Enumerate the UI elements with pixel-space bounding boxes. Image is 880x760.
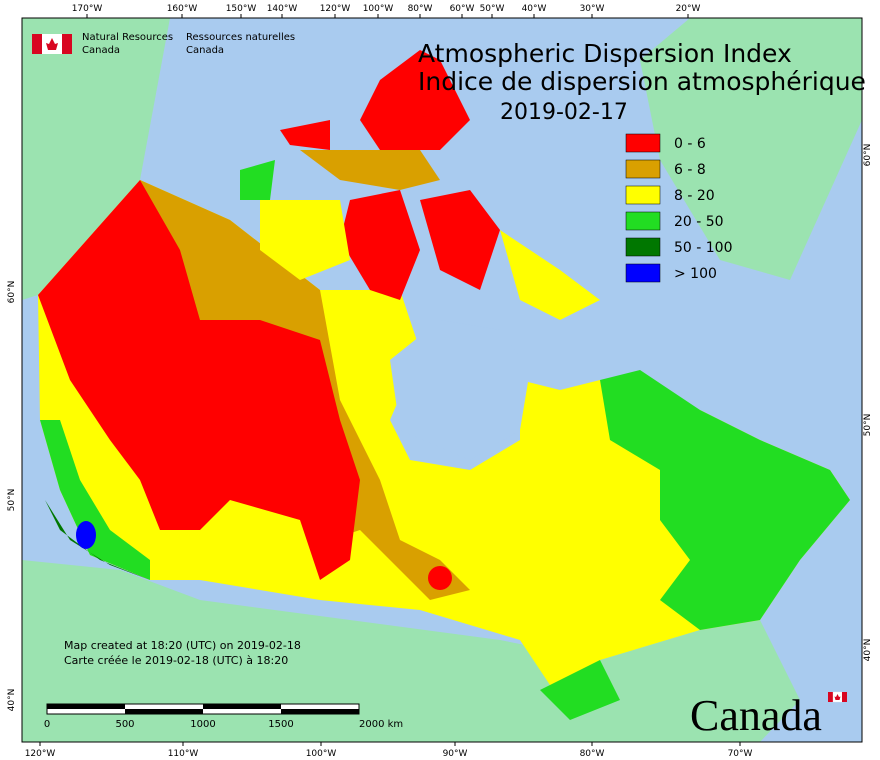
region-over-100 xyxy=(76,521,96,549)
graticule-label: 60°N xyxy=(863,144,873,167)
legend-label: 0 - 6 xyxy=(674,136,706,152)
graticule-label: 40°N xyxy=(863,639,873,662)
graticule-label: 30°W xyxy=(580,4,605,14)
legend-label: 8 - 20 xyxy=(674,188,715,204)
legend-swatch xyxy=(625,133,661,153)
alaska xyxy=(22,18,170,300)
graticule-label: 40°W xyxy=(522,4,547,14)
scale-label: 1000 xyxy=(190,719,215,730)
graticule-label: 50°N xyxy=(7,489,17,512)
title-en: Atmospheric Dispersion Index xyxy=(418,39,792,68)
region-20-50-west xyxy=(40,420,150,580)
greenland xyxy=(640,18,862,280)
agency-fr-2: Canada xyxy=(186,45,224,56)
legend-label: > 100 xyxy=(674,266,717,282)
region-20-50-east xyxy=(600,370,850,630)
graticule-label: 50°W xyxy=(480,4,505,14)
graticule-label: 100°W xyxy=(363,4,394,14)
scale-label: 2000 km xyxy=(359,719,403,730)
nrcan-logo xyxy=(32,34,72,54)
graticule-label: 60°W xyxy=(450,4,475,14)
graticule-label: 120°W xyxy=(25,749,56,759)
wordmark-flag xyxy=(828,691,847,703)
graticule-label: 20°W xyxy=(676,4,701,14)
frame xyxy=(21,17,863,743)
graticule-label: 40°N xyxy=(7,689,17,712)
legend-label: 6 - 8 xyxy=(674,162,706,178)
scale-label: 0 xyxy=(44,719,50,730)
legend-swatch xyxy=(625,237,661,257)
credit-fr: Carte créée le 2019-02-18 (UTC) à 18:20 xyxy=(64,654,288,667)
region-0-6-spot xyxy=(428,566,452,590)
title-fr: Indice de dispersion atmosphérique xyxy=(418,67,866,96)
graticule-label: 50°N xyxy=(863,414,873,437)
arctic-orange xyxy=(300,150,440,190)
legend-label: 20 - 50 xyxy=(674,214,724,230)
graticule-label: 60°N xyxy=(7,281,17,304)
legend-swatch xyxy=(625,185,661,205)
scale-label: 500 xyxy=(115,719,134,730)
legend-swatch xyxy=(625,211,661,231)
graticule-label: 140°W xyxy=(267,4,298,14)
graticule-label: 160°W xyxy=(167,4,198,14)
credit-en: Map created at 18:20 (UTC) on 2019-02-18 xyxy=(64,639,301,652)
graticule-label: 80°W xyxy=(408,4,433,14)
agency-en-1: Natural Resources xyxy=(82,32,173,43)
legend-swatch xyxy=(625,263,661,283)
arctic-yellow xyxy=(260,200,350,280)
arctic-green xyxy=(240,160,275,200)
arctic-red-1 xyxy=(360,50,470,150)
graticule-label: 170°W xyxy=(72,4,103,14)
arctic-red-3 xyxy=(420,190,500,290)
graticule-label: 110°W xyxy=(168,749,199,759)
arctic-red-2 xyxy=(340,190,420,300)
baffin xyxy=(500,230,600,320)
scale-bar xyxy=(46,703,360,715)
graticule-label: 100°W xyxy=(306,749,337,759)
graticule-label: 150°W xyxy=(226,4,257,14)
legend-swatch xyxy=(625,159,661,179)
hudson-bay xyxy=(390,320,530,460)
wordmark: Canada xyxy=(690,691,822,740)
title-date: 2019-02-17 xyxy=(500,100,628,125)
region-20-50-ontario xyxy=(540,660,620,720)
graticule-label: 70°W xyxy=(728,749,753,759)
agency-fr-1: Ressources naturelles xyxy=(186,32,295,43)
agency-en-2: Canada xyxy=(82,45,120,56)
scale-label: 1500 xyxy=(268,719,293,730)
legend-label: 50 - 100 xyxy=(674,240,733,256)
graticule-label: 80°W xyxy=(580,749,605,759)
graticule-label: 90°W xyxy=(443,749,468,759)
arctic-red-4 xyxy=(280,120,330,150)
region-0-6 xyxy=(38,180,360,580)
graticule-label: 120°W xyxy=(320,4,351,14)
